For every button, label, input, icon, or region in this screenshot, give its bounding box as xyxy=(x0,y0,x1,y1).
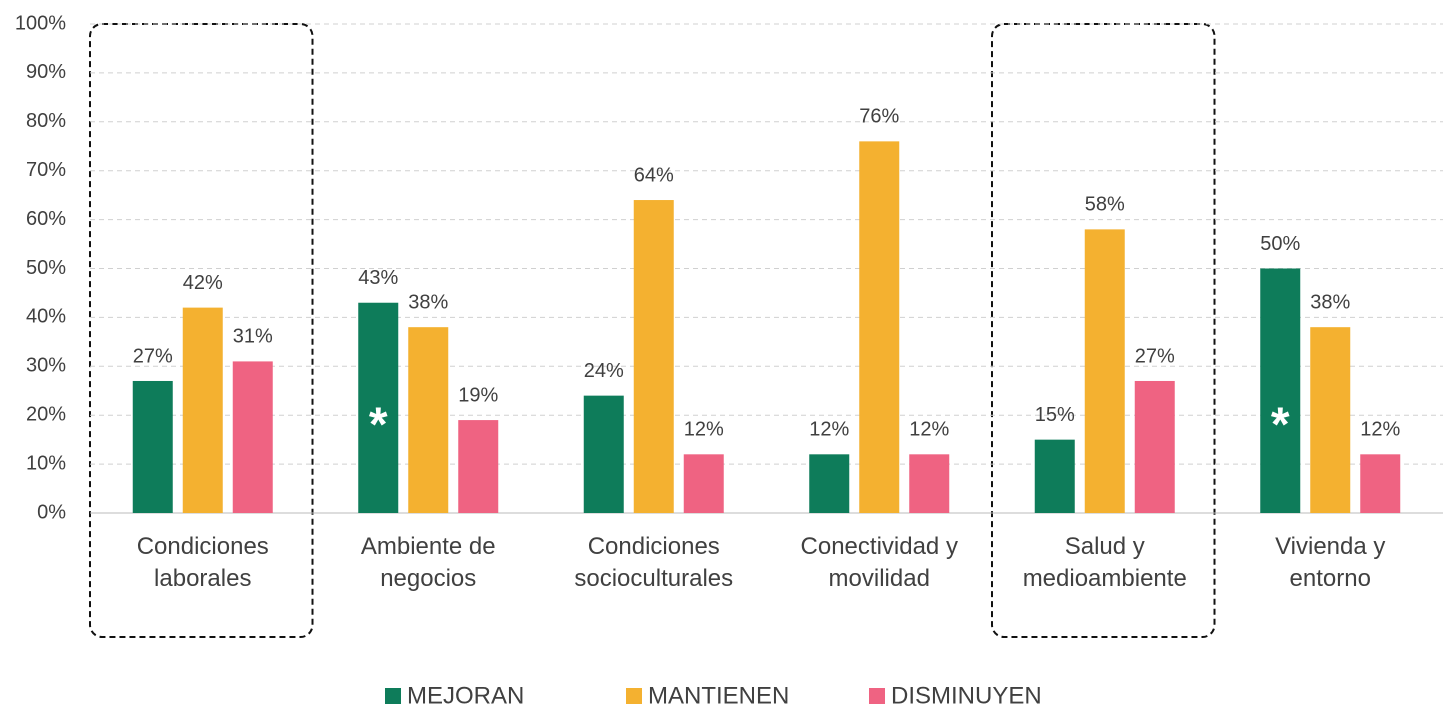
bar xyxy=(1134,380,1175,513)
data-label: 31% xyxy=(233,326,273,348)
data-label: 50% xyxy=(1260,233,1300,255)
data-label: 42% xyxy=(183,272,223,294)
data-label: 58% xyxy=(1085,194,1125,216)
y-tick-label: 90% xyxy=(26,61,66,83)
data-label: 12% xyxy=(909,419,949,441)
y-tick-label: 80% xyxy=(26,110,66,132)
x-tick-label: Condiciones socioculturales xyxy=(574,533,733,592)
bar xyxy=(1310,327,1351,513)
bar xyxy=(1260,268,1301,513)
legend-swatch xyxy=(869,688,885,704)
y-tick-label: 0% xyxy=(37,501,66,523)
bar xyxy=(232,361,273,513)
bar xyxy=(182,307,223,513)
x-tick-label: Conectividad y movilidad xyxy=(801,533,958,592)
data-label: 43% xyxy=(358,267,398,289)
bar xyxy=(683,454,724,513)
data-label: 38% xyxy=(1310,291,1350,313)
bar xyxy=(809,454,850,513)
bar xyxy=(1360,454,1401,513)
x-tick-label: Salud y medioambiente xyxy=(1023,533,1187,592)
data-label: 38% xyxy=(408,291,448,313)
x-tick-label: Vivienda y entorno xyxy=(1275,533,1385,592)
bar xyxy=(458,420,499,513)
y-tick-label: 10% xyxy=(26,452,66,474)
data-label: 76% xyxy=(859,106,899,128)
highlight-box xyxy=(991,23,1216,638)
bar xyxy=(859,141,900,514)
data-label: 15% xyxy=(1035,404,1075,426)
bar xyxy=(633,200,674,514)
legend-swatch xyxy=(385,688,401,704)
bar xyxy=(1034,439,1075,513)
bar xyxy=(583,395,624,513)
annotation: * xyxy=(1271,399,1290,452)
annotation: * xyxy=(369,399,388,452)
x-tick-label: Ambiente de negocios xyxy=(361,533,496,592)
bar xyxy=(909,454,950,513)
legend-label: DISMINUYEN xyxy=(891,682,1042,709)
y-tick-label: 60% xyxy=(26,208,66,230)
data-label: 19% xyxy=(458,384,498,406)
bar xyxy=(132,380,173,513)
data-label: 27% xyxy=(1135,345,1175,367)
y-tick-label: 70% xyxy=(26,159,66,181)
legend-swatch xyxy=(626,688,642,704)
y-tick-label: 30% xyxy=(26,355,66,377)
bar xyxy=(408,327,449,513)
x-tick-label: Condiciones laborales xyxy=(137,533,269,592)
bar xyxy=(358,302,399,513)
y-tick-label: 50% xyxy=(26,257,66,279)
data-label: 24% xyxy=(584,360,624,382)
data-label: 12% xyxy=(684,419,724,441)
legend-label: MANTIENEN xyxy=(648,682,789,709)
y-tick-label: 40% xyxy=(26,306,66,328)
highlight-box xyxy=(89,23,314,638)
bar xyxy=(1084,229,1125,513)
data-label: 12% xyxy=(809,419,849,441)
data-label: 12% xyxy=(1360,419,1400,441)
y-tick-label: 100% xyxy=(15,12,66,34)
legend-label: MEJORAN xyxy=(407,682,524,709)
y-tick-label: 20% xyxy=(26,403,66,425)
data-label: 27% xyxy=(133,345,173,367)
data-label: 64% xyxy=(634,164,674,186)
